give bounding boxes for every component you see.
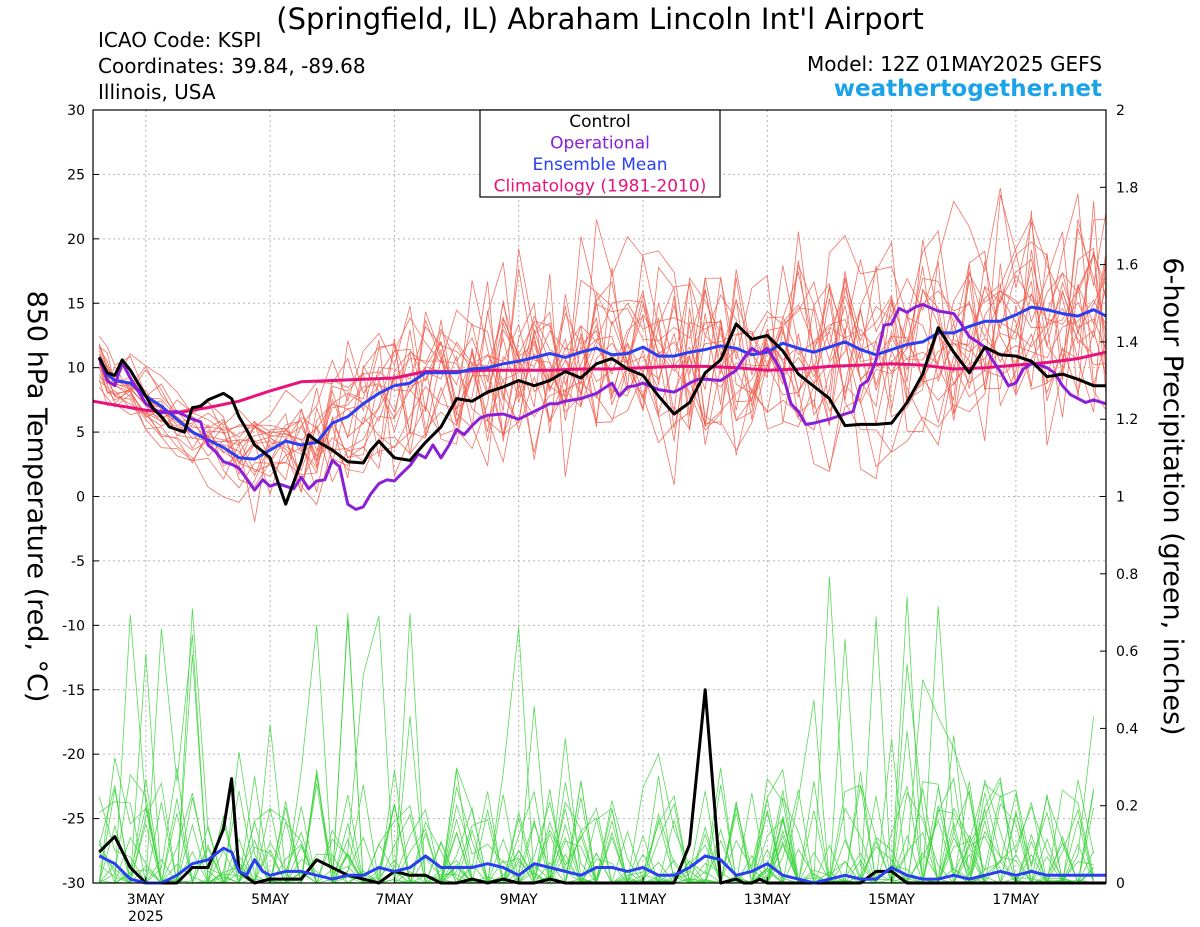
y2-tick-label: 1.6 — [1116, 258, 1138, 274]
y-tick-label: -20 — [62, 747, 85, 763]
x-tick-label: 13MAY — [744, 892, 791, 908]
y-tick-label: 20 — [67, 232, 85, 248]
y-tick-label: 10 — [67, 361, 85, 377]
chart-title: (Springfield, IL) Abraham Lincoln Int'l … — [276, 2, 924, 36]
x-tick-label: 3MAY — [127, 892, 165, 908]
temp-member-line — [98, 247, 1107, 487]
y-tick-label: -30 — [62, 876, 85, 892]
y-tick-label: -25 — [62, 812, 85, 828]
y-tick-label: 0 — [76, 490, 85, 506]
icao-code: ICAO Code: KSPI — [98, 28, 262, 52]
x-tick-label: 17MAY — [992, 892, 1039, 908]
legend-box — [479, 109, 721, 198]
temp-member-line — [99, 281, 1107, 489]
temp-control-line — [97, 322, 1106, 506]
precip-member-line — [98, 576, 1094, 884]
y2-tick-label: 1.4 — [1116, 335, 1138, 351]
temp-operational-line — [97, 303, 1107, 511]
ensemble-members — [98, 188, 1107, 885]
x-tick-sublabel: 2025 — [128, 909, 164, 925]
y-axis-label: 850 hPa Temperature (red, °C) — [21, 291, 52, 703]
axes: 302520151050-5-10-15-20-25-3021.81.61.41… — [21, 103, 1188, 925]
y-tick-label: 5 — [76, 425, 85, 441]
temp-ensemble-mean-line — [97, 305, 1107, 461]
x-tick-label: 15MAY — [868, 892, 915, 908]
legend-entry: Ensemble Mean — [532, 155, 667, 175]
y2-tick-label: 0.2 — [1116, 799, 1138, 815]
brand-link[interactable]: weathertogether.net — [833, 76, 1102, 102]
temp-member-line — [98, 277, 1107, 493]
temp-member-line — [98, 299, 1107, 477]
y2-axis-label: 6-hour Precipitation (green, inches) — [1157, 257, 1188, 735]
x-tick-label: 5MAY — [251, 892, 289, 908]
precip-ensemble-mean-line — [98, 846, 1106, 885]
y-tick-label: -15 — [62, 683, 85, 699]
temp-member-line — [98, 241, 1107, 468]
grid-lines — [93, 110, 1106, 883]
y-tick-label: 15 — [67, 296, 85, 312]
series-lines — [92, 303, 1107, 885]
temp-member-line — [98, 210, 1107, 522]
x-tick-label: 7MAY — [375, 892, 413, 908]
y-tick-label: -5 — [71, 554, 85, 570]
y2-tick-label: 1.8 — [1116, 180, 1138, 196]
temp-climatology-1981-2010-line — [92, 350, 1107, 415]
legend-entry: Operational — [550, 134, 650, 154]
y2-tick-label: 0.4 — [1116, 721, 1138, 737]
x-tick-label: 11MAY — [620, 892, 667, 908]
legend-entry: Climatology (1981-2010) — [494, 177, 707, 197]
y2-tick-label: 2 — [1116, 103, 1125, 119]
y2-tick-label: 0.6 — [1116, 644, 1138, 660]
coordinates: Coordinates: 39.84, -89.68 — [98, 54, 366, 78]
y2-tick-label: 1 — [1116, 490, 1125, 506]
temp-member-line — [98, 194, 1107, 473]
precip-member-line — [98, 613, 1094, 885]
y-tick-label: 30 — [67, 103, 85, 119]
y-tick-label: 25 — [67, 167, 85, 183]
temp-member-line — [98, 218, 1107, 428]
legend-entry: Control — [569, 112, 630, 132]
y2-tick-label: 0.8 — [1116, 567, 1138, 583]
temp-member-line — [98, 273, 1107, 469]
y2-tick-label: 1.2 — [1116, 412, 1138, 428]
region: Illinois, USA — [98, 80, 216, 104]
x-tick-label: 9MAY — [500, 892, 538, 908]
y-tick-label: -10 — [62, 618, 85, 634]
y2-tick-label: 0 — [1116, 876, 1125, 892]
model-run: Model: 12Z 01MAY2025 GEFS — [807, 52, 1102, 76]
